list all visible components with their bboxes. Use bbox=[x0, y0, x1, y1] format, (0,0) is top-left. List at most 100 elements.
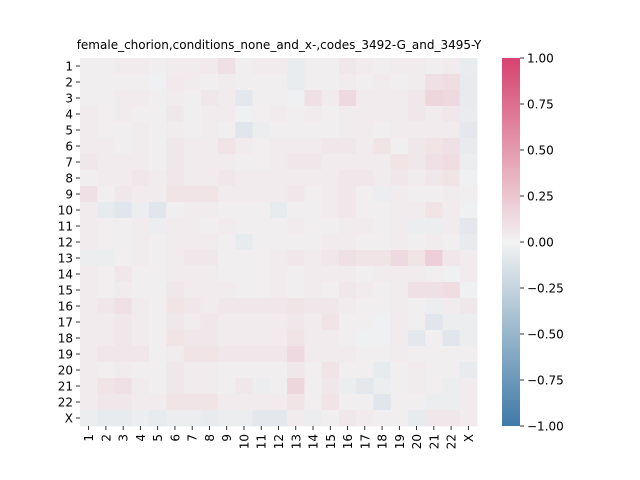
colorbar bbox=[502, 58, 520, 426]
heatmap-cell bbox=[304, 170, 323, 187]
heatmap-cell bbox=[356, 266, 374, 283]
heatmap-cell bbox=[304, 282, 323, 299]
heatmap-cell bbox=[97, 346, 115, 363]
heatmap-cell bbox=[218, 138, 236, 155]
heatmap-cell bbox=[321, 266, 340, 283]
heatmap-cell bbox=[183, 90, 202, 107]
heatmap-cell bbox=[390, 410, 409, 427]
heatmap-cell bbox=[459, 346, 478, 363]
heatmap-cell bbox=[149, 282, 167, 299]
heatmap-cell bbox=[131, 266, 150, 283]
y-tick-label: 3 bbox=[65, 92, 73, 106]
heatmap-cell bbox=[304, 266, 323, 283]
heatmap-cell bbox=[407, 106, 426, 123]
heatmap-cell bbox=[200, 234, 219, 251]
heatmap-cell bbox=[459, 186, 478, 203]
heatmap-cell bbox=[373, 282, 392, 299]
heatmap-cell bbox=[287, 122, 305, 139]
y-tick-label: 17 bbox=[58, 316, 73, 330]
heatmap-cell bbox=[373, 266, 392, 283]
heatmap-cell bbox=[321, 394, 340, 411]
heatmap-cell bbox=[269, 106, 288, 123]
heatmap-cell bbox=[235, 250, 254, 267]
heatmap-cell bbox=[183, 394, 202, 411]
heatmap-cell bbox=[235, 186, 254, 203]
heatmap-cell bbox=[149, 298, 167, 315]
heatmap-cell bbox=[80, 282, 98, 299]
heatmap-cell bbox=[114, 314, 133, 331]
heatmap-cell bbox=[166, 138, 184, 155]
heatmap-cell bbox=[287, 314, 305, 331]
heatmap-cell bbox=[269, 170, 288, 187]
heatmap-cell bbox=[235, 362, 254, 379]
heatmap-cell bbox=[390, 298, 409, 315]
heatmap-cell bbox=[131, 410, 150, 427]
heatmap-cell bbox=[338, 90, 357, 107]
heatmap-cell bbox=[114, 346, 133, 363]
heatmap-cell bbox=[356, 314, 374, 331]
heatmap-cell bbox=[97, 410, 115, 427]
heatmap-cell bbox=[373, 90, 392, 107]
heatmap-cell bbox=[459, 266, 478, 283]
heatmap-cell bbox=[321, 58, 340, 75]
heatmap-cell bbox=[80, 330, 98, 347]
heatmap-cell bbox=[373, 250, 392, 267]
heatmap-cell bbox=[338, 202, 357, 219]
heatmap-cell bbox=[304, 90, 323, 107]
x-tick-label: 11 bbox=[255, 434, 269, 449]
heatmap-cell bbox=[425, 282, 443, 299]
heatmap-cell bbox=[252, 362, 271, 379]
heatmap-cell bbox=[218, 106, 236, 123]
heatmap-cell bbox=[287, 170, 305, 187]
heatmap-cell bbox=[149, 138, 167, 155]
y-tick-label: 19 bbox=[58, 348, 73, 362]
heatmap-cell bbox=[269, 218, 288, 235]
heatmap-cell bbox=[166, 298, 184, 315]
heatmap-cell bbox=[390, 362, 409, 379]
heatmap-cell bbox=[183, 250, 202, 267]
heatmap-cell bbox=[407, 90, 426, 107]
heatmap-cell bbox=[183, 106, 202, 123]
heatmap-cell bbox=[114, 90, 133, 107]
heatmap-cell bbox=[321, 154, 340, 171]
heatmap-cell bbox=[149, 362, 167, 379]
y-tick-label: 7 bbox=[65, 156, 73, 170]
heatmap-cell bbox=[269, 122, 288, 139]
y-tick-label: X bbox=[65, 412, 73, 426]
heatmap-cell bbox=[235, 154, 254, 171]
heatmap-cell bbox=[252, 186, 271, 203]
x-tick-label: 9 bbox=[220, 434, 234, 442]
heatmap-cell bbox=[373, 218, 392, 235]
heatmap-cell bbox=[183, 314, 202, 331]
heatmap-cell bbox=[356, 218, 374, 235]
heatmap-cell bbox=[183, 362, 202, 379]
heatmap-cell bbox=[407, 58, 426, 75]
heatmap-cell bbox=[218, 394, 236, 411]
heatmap-cell bbox=[80, 202, 98, 219]
heatmap-cell bbox=[373, 154, 392, 171]
heatmap-cell bbox=[338, 266, 357, 283]
heatmap-cell bbox=[269, 202, 288, 219]
heatmap-cell bbox=[304, 378, 323, 395]
y-tick-label: 2 bbox=[65, 76, 73, 90]
heatmap-cell bbox=[252, 90, 271, 107]
heatmap-cell bbox=[252, 298, 271, 315]
heatmap-cell bbox=[218, 266, 236, 283]
heatmap-cell bbox=[287, 218, 305, 235]
heatmap-cell bbox=[149, 378, 167, 395]
heatmap-cell bbox=[425, 122, 443, 139]
heatmap-cell bbox=[131, 394, 150, 411]
heatmap-cell bbox=[114, 106, 133, 123]
heatmap-cell bbox=[252, 378, 271, 395]
heatmap-cell bbox=[252, 394, 271, 411]
heatmap-cell bbox=[131, 74, 150, 91]
heatmap-cell bbox=[149, 250, 167, 267]
heatmap-cell bbox=[149, 58, 167, 75]
heatmap-cell bbox=[131, 250, 150, 267]
heatmap-cell bbox=[373, 234, 392, 251]
heatmap-cell bbox=[183, 298, 202, 315]
heatmap-cell bbox=[235, 218, 254, 235]
y-tick-label: 6 bbox=[65, 140, 73, 154]
heatmap-cell bbox=[183, 122, 202, 139]
heatmap-cell bbox=[356, 122, 374, 139]
